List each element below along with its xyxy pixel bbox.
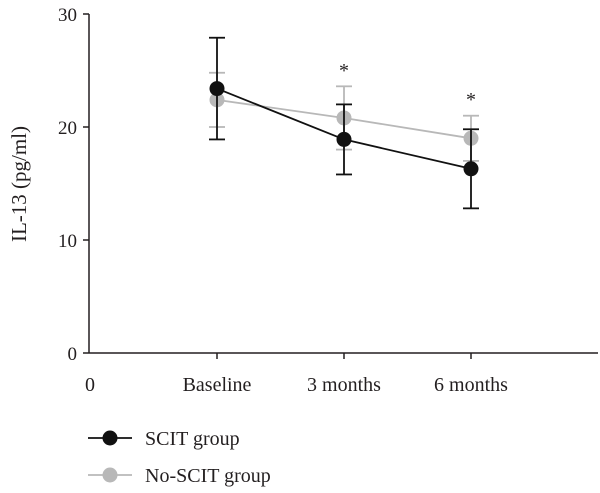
y-ticks: 0 10 20 30: [58, 5, 89, 365]
legend-label: SCIT group: [145, 428, 240, 450]
x-tick-label: Baseline: [183, 374, 252, 396]
legend-item: SCIT group: [88, 428, 240, 450]
x-ticks: Baseline 3 months 6 months: [183, 353, 508, 396]
significance-marker: *: [466, 89, 476, 111]
legend-marker: [102, 467, 118, 483]
series-scit: [209, 36, 479, 210]
x-tick-label: 6 months: [434, 374, 508, 396]
legend-marker: [102, 430, 118, 446]
y-tick-label: 0: [68, 344, 78, 365]
data-point: [209, 81, 225, 97]
x-origin-label: 0: [85, 374, 95, 396]
y-tick-label: 30: [58, 5, 77, 26]
legend: SCIT group No-SCIT group: [88, 428, 271, 487]
y-axis-title: IL-13 (pg/ml): [7, 126, 31, 242]
y-tick-label: 10: [58, 231, 77, 252]
x-tick-label: 3 months: [307, 374, 381, 396]
data-point: [336, 131, 352, 147]
legend-label: No-SCIT group: [145, 465, 271, 487]
y-tick-label: 20: [58, 118, 77, 139]
annotations: **: [339, 60, 476, 111]
data-point: [463, 161, 479, 177]
significance-marker: *: [339, 60, 349, 82]
series-layer: [209, 36, 479, 210]
legend-item: No-SCIT group: [88, 465, 271, 487]
